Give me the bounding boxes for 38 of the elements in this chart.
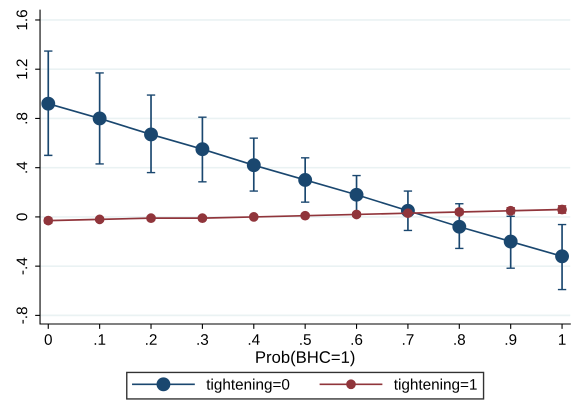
point (555, 249, 570, 264)
x-tick-label: .1 (94, 334, 106, 345)
point (352, 210, 362, 220)
point (198, 213, 208, 224)
legend-label: tightening=1 (394, 378, 477, 393)
point (146, 213, 156, 224)
x-tick-label: .4 (248, 334, 260, 345)
point (94, 214, 105, 224)
y-tick-label: -.8 (16, 307, 28, 324)
point (41, 96, 56, 111)
legend-label: tightening=0 (206, 378, 290, 393)
y-tick-label: 1.6 (16, 10, 28, 30)
point (300, 210, 310, 221)
x-tick-label: .2 (146, 334, 157, 345)
point (298, 173, 312, 187)
y-tick-label: 0 (16, 213, 28, 221)
y-tick-label: 1.2 (16, 59, 28, 79)
point (246, 158, 261, 172)
x-tick-label: .6 (352, 334, 362, 345)
point (43, 216, 54, 226)
x-tick-label: .5 (300, 334, 311, 345)
point (350, 188, 364, 202)
point (248, 212, 259, 222)
x-tick-label: .8 (454, 334, 466, 345)
x-tick-label: 1 (558, 334, 566, 345)
x-tick-label: .9 (506, 334, 516, 345)
y-tick-label: -.4 (16, 258, 28, 274)
point (144, 128, 158, 142)
point (504, 234, 518, 248)
y-tick-label: .4 (16, 162, 28, 173)
x-tick-label: 0 (44, 334, 52, 345)
point (92, 112, 107, 126)
x-tick-label: .7 (402, 334, 414, 345)
point (452, 220, 466, 234)
point (195, 142, 210, 156)
x-axis-title: Prob(BHC=1) (256, 350, 354, 366)
x-tick-label: .3 (197, 334, 208, 345)
y-tick-label: .8 (16, 112, 28, 124)
